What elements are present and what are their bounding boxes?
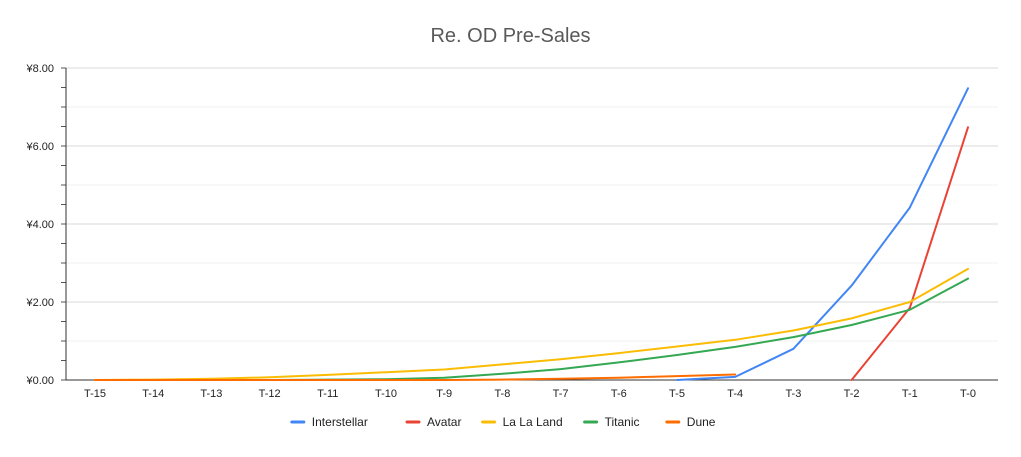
legend-item-titanic[interactable]: Titanic: [583, 415, 640, 429]
y-tick-label: ¥4.00: [25, 219, 54, 231]
x-tick-label: T-1: [902, 388, 918, 400]
y-tick-label: ¥6.00: [25, 141, 54, 153]
legend-item-dune[interactable]: Dune: [665, 415, 716, 429]
grid: [66, 67, 998, 342]
legend-item-interstellar[interactable]: Interstellar: [290, 415, 368, 429]
series-line-titanic: [94, 277, 969, 381]
x-tick-label: T-3: [785, 388, 801, 400]
x-tick-label: T-9: [436, 388, 452, 400]
series-line-la-la-land: [94, 267, 969, 381]
legend-label: Interstellar: [312, 415, 368, 429]
series-line-interstellar: [676, 87, 969, 381]
chart-title: Re. OD Pre-Sales: [430, 25, 590, 47]
series-line-avatar: [850, 126, 969, 381]
x-tick-label: T-14: [142, 388, 164, 400]
legend-label: Titanic: [605, 415, 640, 429]
x-tick-label: T-12: [259, 388, 281, 400]
x-tick-label: T-2: [844, 388, 860, 400]
x-tick-label: T-13: [200, 388, 222, 400]
legend-item-avatar[interactable]: Avatar: [405, 415, 461, 429]
y-tick-label: ¥8.00: [25, 63, 54, 75]
x-tick-label: T-6: [611, 388, 627, 400]
y-tick-label: ¥2.00: [25, 297, 54, 309]
x-tick-label: T-10: [375, 388, 397, 400]
legend: Interstellar Avatar La La Land Titanic Dune: [290, 415, 716, 429]
x-tick-label: T-7: [553, 388, 569, 400]
x-tick-label: T-11: [317, 388, 338, 400]
legend-label: Avatar: [427, 415, 461, 429]
legend-item-la-la-land[interactable]: La La Land: [481, 415, 563, 429]
x-tick-label: T-8: [494, 388, 510, 400]
series-line-dune: [94, 373, 737, 381]
series-lines: [94, 87, 969, 381]
y-tick-label: ¥0.00: [25, 375, 54, 387]
x-tick-label: T-4: [727, 388, 743, 400]
x-tick-label: T-0: [960, 388, 976, 400]
x-tick-label: T-15: [84, 388, 106, 400]
legend-label: Dune: [687, 415, 716, 429]
x-tick-label: T-5: [669, 388, 685, 400]
legend-label: La La Land: [503, 415, 563, 429]
axes: ¥0.00 ¥2.00 ¥4.00 ¥6.00 ¥8.00 T-15 T-14 T-13 T-1…: [25, 63, 998, 400]
